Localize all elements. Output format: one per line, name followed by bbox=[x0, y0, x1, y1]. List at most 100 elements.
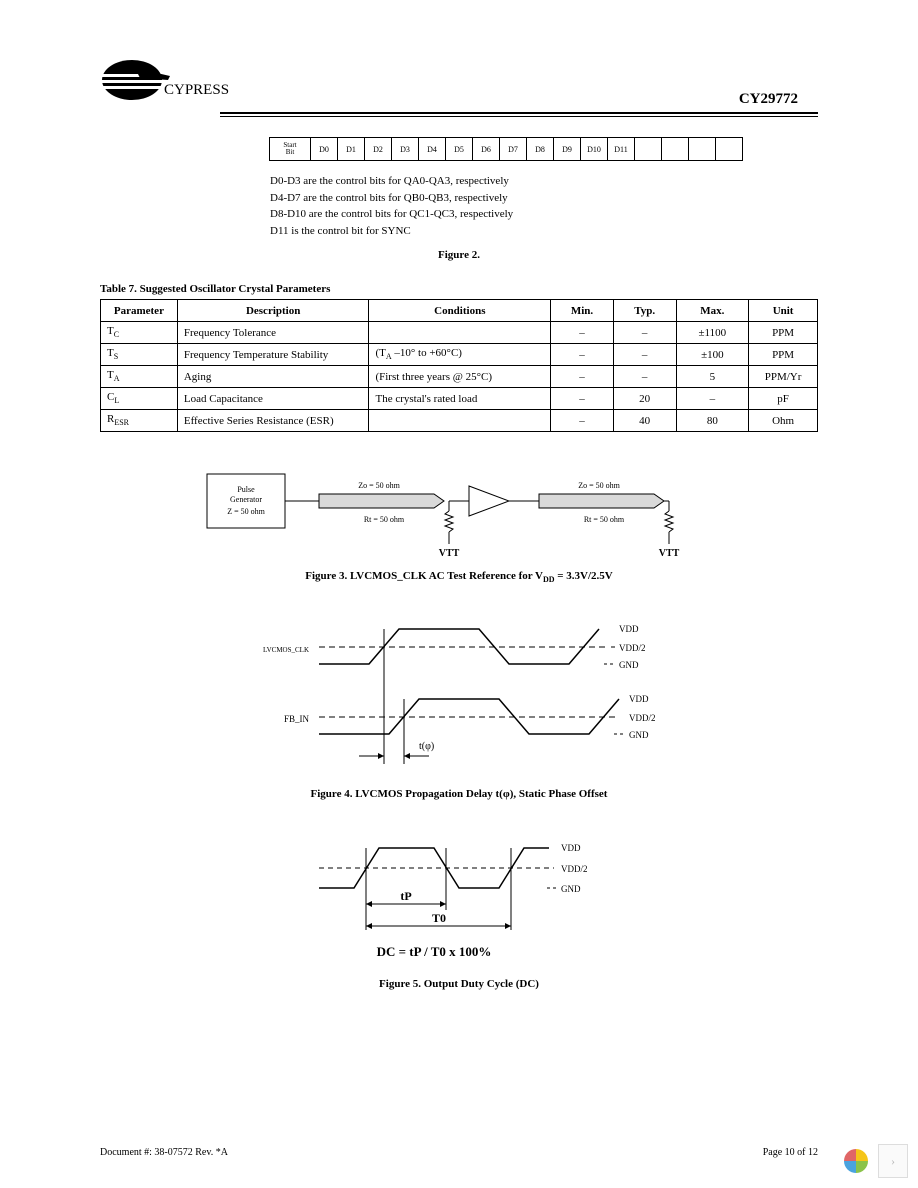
chevron-right-icon: › bbox=[891, 1154, 895, 1169]
table-cell: 5 bbox=[676, 366, 749, 388]
part-number: CY29772 bbox=[739, 91, 818, 108]
table-cell: ±100 bbox=[676, 344, 749, 366]
table-header: Conditions bbox=[369, 300, 551, 322]
table-header: Typ. bbox=[613, 300, 676, 322]
svg-text:CYPRESS: CYPRESS bbox=[164, 82, 229, 98]
figure-5-diagram: VDD VDD/2 GND tP T0 DC = tP / T0 x 100% bbox=[299, 830, 619, 970]
table-cell: – bbox=[551, 388, 614, 410]
svg-text:LVCMOS_CLK: LVCMOS_CLK bbox=[263, 646, 309, 654]
figure-2-caption: Figure 2. bbox=[100, 249, 818, 261]
table-cell: – bbox=[613, 322, 676, 344]
table-cell: pF bbox=[749, 388, 818, 410]
table-cell: (First three years @ 25°C) bbox=[369, 366, 551, 388]
bit-cell: D8 bbox=[526, 137, 554, 161]
figure-3-area: Pulse Generator Z = 50 ohm Zo = 50 ohm R… bbox=[100, 456, 818, 584]
table-cell: PPM bbox=[749, 344, 818, 366]
bit-cell: D9 bbox=[553, 137, 581, 161]
table-cell: The crystal's rated load bbox=[369, 388, 551, 410]
svg-text:GND: GND bbox=[561, 884, 581, 894]
bit-cell: D5 bbox=[445, 137, 473, 161]
svg-text:Rt = 50 ohm: Rt = 50 ohm bbox=[364, 515, 405, 524]
caption-text: Figure 3. LVCMOS_CLK AC Test Reference f… bbox=[305, 570, 543, 582]
viewer-corner-widget: › bbox=[840, 1144, 908, 1178]
svg-text:Generator: Generator bbox=[230, 495, 262, 504]
table-cell: – bbox=[551, 344, 614, 366]
table-cell: – bbox=[613, 344, 676, 366]
bit-desc-line: D11 is the control bit for SYNC bbox=[270, 223, 818, 240]
figure-4-diagram: LVCMOS_CLK VDD VDD/2 GND FB_IN VDD VDD/2… bbox=[249, 614, 669, 784]
bit-desc-line: D8-D10 are the control bits for QC1-QC3,… bbox=[270, 206, 818, 223]
svg-text:GND: GND bbox=[629, 730, 649, 740]
svg-text:GND: GND bbox=[619, 660, 639, 670]
bit-cell: D10 bbox=[580, 137, 608, 161]
page-number: Page 10 of 12 bbox=[763, 1147, 818, 1158]
svg-text:VDD/2: VDD/2 bbox=[619, 643, 646, 653]
svg-text:VDD: VDD bbox=[629, 694, 649, 704]
table-cell: TA bbox=[101, 366, 178, 388]
table-7-title: Table 7. Suggested Oscillator Crystal Pa… bbox=[100, 283, 818, 295]
table-cell: 80 bbox=[676, 410, 749, 432]
cypress-logo-icon: CYPRESS bbox=[100, 50, 240, 108]
table-cell: RESR bbox=[101, 410, 178, 432]
petal-logo-icon bbox=[840, 1145, 872, 1177]
caption-text: φ bbox=[503, 788, 510, 800]
bit-cell bbox=[661, 137, 689, 161]
svg-text:T0: T0 bbox=[432, 911, 446, 925]
svg-text:FB_IN: FB_IN bbox=[284, 714, 310, 724]
header-rule-lines bbox=[100, 112, 818, 117]
svg-text:t(φ): t(φ) bbox=[419, 741, 434, 752]
svg-text:VDD: VDD bbox=[619, 624, 639, 634]
document-number: Document #: 38-07572 Rev. *A bbox=[100, 1147, 228, 1158]
table-cell: – bbox=[551, 366, 614, 388]
bit-cell: D2 bbox=[364, 137, 392, 161]
svg-text:tP: tP bbox=[400, 889, 411, 903]
figure-4-caption: Figure 4. LVCMOS Propagation Delay t(φ),… bbox=[100, 788, 818, 800]
figure-5-caption: Figure 5. Output Duty Cycle (DC) bbox=[100, 978, 818, 990]
datasheet-page: CYPRESS CY29772 Start Bit D0 D1 D2 D3 D4… bbox=[0, 0, 918, 1188]
bit-cell: D3 bbox=[391, 137, 419, 161]
bit-description-text: D0-D3 are the control bits for QA0-QA3, … bbox=[270, 173, 818, 239]
bit-cell: D4 bbox=[418, 137, 446, 161]
bit-cell: Start Bit bbox=[269, 137, 311, 161]
table-cell bbox=[369, 322, 551, 344]
table-cell: Ohm bbox=[749, 410, 818, 432]
table-header: Max. bbox=[676, 300, 749, 322]
next-page-button[interactable]: › bbox=[878, 1144, 908, 1178]
svg-text:Pulse: Pulse bbox=[237, 485, 255, 494]
svg-text:VTT: VTT bbox=[659, 548, 680, 559]
svg-text:VDD: VDD bbox=[561, 843, 581, 853]
table-cell: – bbox=[551, 410, 614, 432]
caption-sub: DD bbox=[543, 575, 555, 584]
caption-text: = 3.3V/2.5V bbox=[555, 570, 613, 582]
table-header: Unit bbox=[749, 300, 818, 322]
table-7: Parameter Description Conditions Min. Ty… bbox=[100, 299, 818, 432]
table-row: TSFrequency Temperature Stability(TA –10… bbox=[101, 344, 818, 366]
table-row: TAAging(First three years @ 25°C)––5PPM/… bbox=[101, 366, 818, 388]
table-cell: – bbox=[551, 322, 614, 344]
table-cell: Frequency Tolerance bbox=[177, 322, 369, 344]
bit-cell: D11 bbox=[607, 137, 635, 161]
caption-text: ), Static Phase Offset bbox=[510, 788, 608, 800]
figure-4-area: LVCMOS_CLK VDD VDD/2 GND FB_IN VDD VDD/2… bbox=[100, 614, 818, 800]
table-cell: Aging bbox=[177, 366, 369, 388]
bit-cell: D6 bbox=[472, 137, 500, 161]
svg-text:VDD/2: VDD/2 bbox=[629, 713, 656, 723]
svg-text:Z = 50 ohm: Z = 50 ohm bbox=[227, 507, 265, 516]
svg-text:Zo = 50 ohm: Zo = 50 ohm bbox=[578, 481, 620, 490]
table-cell: Frequency Temperature Stability bbox=[177, 344, 369, 366]
table-cell: PPM bbox=[749, 322, 818, 344]
table-cell: TS bbox=[101, 344, 178, 366]
table-header: Parameter bbox=[101, 300, 178, 322]
figure-3-diagram: Pulse Generator Z = 50 ohm Zo = 50 ohm R… bbox=[199, 456, 719, 566]
table-cell: PPM/Yr bbox=[749, 366, 818, 388]
page-header: CYPRESS CY29772 bbox=[100, 50, 818, 108]
figure-5-area: VDD VDD/2 GND tP T0 DC = tP / T0 x 100% … bbox=[100, 830, 818, 990]
bit-cell bbox=[715, 137, 743, 161]
bit-desc-line: D0-D3 are the control bits for QA0-QA3, … bbox=[270, 173, 818, 190]
table-header: Description bbox=[177, 300, 369, 322]
table-cell: 40 bbox=[613, 410, 676, 432]
figure-3-caption: Figure 3. LVCMOS_CLK AC Test Reference f… bbox=[100, 570, 818, 584]
table-cell: CL bbox=[101, 388, 178, 410]
bit-cell bbox=[634, 137, 662, 161]
table-cell: (TA –10° to +60°C) bbox=[369, 344, 551, 366]
